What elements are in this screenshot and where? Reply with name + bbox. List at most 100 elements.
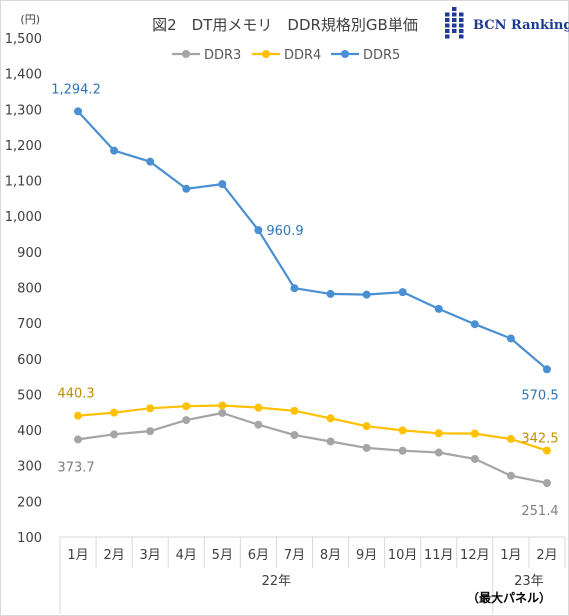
data-point-ddr5 [146,157,155,166]
x-tick-label: 2月 [103,548,124,563]
logo-text: BCN Ranking [473,18,569,33]
x-tick-label: 1月 [500,548,521,563]
x-tick-label: 3月 [140,548,161,563]
data-labels: 1,294.2 960.9 570.5 440.3 342.5 373.7 251.4 [51,82,558,519]
logo-dot [452,7,457,11]
x-tick-label: 8月 [320,548,341,563]
y-tick-label: 500 [17,388,42,403]
bcn-logo: BCN Ranking [445,7,569,39]
y-axis-unit: (円) [20,13,40,26]
logo-dot [452,18,457,22]
data-point-ddr5 [506,334,515,343]
data-point-ddr4 [434,429,443,438]
data-point-ddr4 [542,446,551,455]
logo-dot [445,23,450,28]
data-point-ddr3 [74,435,83,444]
data-point-ddr4 [398,426,407,435]
data-label: 1,294.2 [51,82,101,97]
y-axis: 100 200 300 400 500 600 700 800 900 1,000 1,100 1,2… [5,32,42,546]
data-label: 373.7 [57,460,94,475]
y-tick-label: 600 [17,353,42,368]
logo-dot [445,12,450,17]
data-point-ddr5 [362,290,371,299]
data-point-ddr5 [326,289,335,298]
x-group-label: 23年 [514,574,544,589]
data-point-ddr3 [110,430,119,439]
data-point-ddr3 [326,437,335,446]
logo-dot [445,34,450,39]
x-tick-label: 5月 [212,548,233,563]
data-point-ddr5 [218,180,227,189]
data-point-ddr3 [542,479,551,488]
series-line-ddr5 [77,110,548,371]
legend-marker-ddr3 [182,50,190,58]
x-tick-label: 2月 [536,548,557,563]
logo-dot [452,29,457,33]
data-point-ddr4 [218,401,227,410]
data-point-ddr5 [290,284,299,293]
data-label: 960.9 [266,224,303,239]
y-tick-label: 900 [17,246,42,261]
x-tick-label: 6月 [248,548,269,563]
data-point-ddr3 [362,443,371,452]
legend-label-ddr4: DDR4 [284,48,321,63]
data-point-ddr3 [470,454,479,463]
data-point-ddr3 [254,420,263,429]
data-point-ddr5 [542,365,551,374]
data-point-ddr4 [254,403,263,412]
y-tick-label: 1,400 [5,68,42,83]
data-point-ddr5 [110,146,119,155]
legend-marker-ddr4 [262,50,270,58]
data-point-ddr5 [470,320,479,329]
logo-dot [459,29,464,33]
x-group-label: 22年 [262,574,292,589]
footnote: （最大パネル） [467,590,551,605]
logo-dot [445,29,450,33]
logo-dot [459,12,464,17]
data-point-ddr4 [470,429,479,438]
series-line-ddr3 [77,411,548,485]
y-tick-label: 400 [17,424,42,439]
legend: DDR3 DDR4 DDR5 [172,48,400,63]
y-tick-label: 1,100 [5,175,42,190]
y-tick-label: 1,300 [5,103,42,118]
data-label: 440.3 [57,387,94,402]
data-label: 342.5 [521,432,558,447]
data-point-ddr5 [398,288,407,297]
data-point-ddr4 [74,411,83,420]
data-point-ddr5 [254,226,263,235]
legend-marker-ddr5 [341,50,349,58]
series-layer [74,107,551,488]
logo-dot [459,18,464,22]
chart-title: 図2 DT用メモリ DDR規格別GB単価 [152,16,418,34]
data-point-ddr4 [506,434,515,443]
data-label: 570.5 [521,388,558,403]
x-tick-label: 11月 [424,548,454,563]
logo-dot [452,23,457,28]
y-tick-label: 100 [17,531,42,546]
logo-dot [459,34,464,39]
y-tick-label: 1,000 [5,210,42,225]
data-point-ddr5 [182,184,191,193]
legend-label-ddr5: DDR5 [363,48,400,63]
x-tick-label: 7月 [284,548,305,563]
x-tick-label: 10月 [388,548,418,563]
x-tick-label: 9月 [356,548,377,563]
series-line-ddr4 [77,404,548,452]
data-point-ddr5 [434,304,443,313]
data-point-ddr3 [506,471,515,480]
x-tick-label: 4月 [176,548,197,563]
y-tick-label: 1,200 [5,139,42,154]
data-point-ddr4 [110,408,119,417]
data-point-ddr4 [146,404,155,413]
data-point-ddr3 [146,427,155,436]
x-tick-label: 12月 [460,548,490,563]
logo-dot [452,12,457,17]
logo-dot [445,18,450,22]
y-tick-label: 1,500 [5,32,42,47]
data-point-ddr4 [326,414,335,423]
data-label: 251.4 [521,504,558,519]
data-point-ddr3 [182,416,191,425]
data-point-ddr3 [290,431,299,440]
